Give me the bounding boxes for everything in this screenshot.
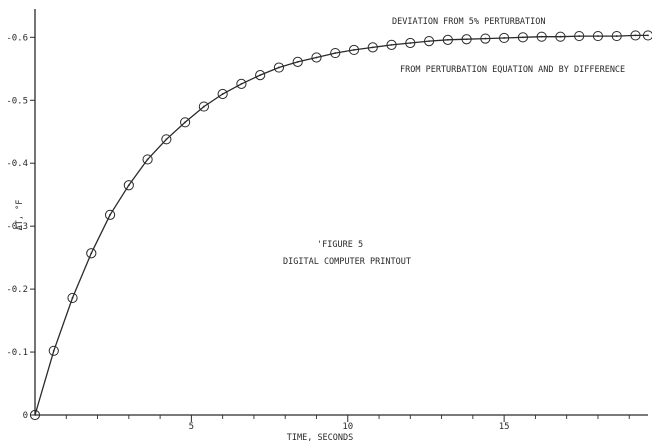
data-point (86, 248, 97, 259)
data-point-center (409, 42, 412, 44)
axes (34, 9, 648, 416)
data-point-center (71, 297, 74, 299)
y-tick-label: -0.6 (6, 33, 28, 43)
annotation-deviation: DEVIATION FROM 5% PERTURBATION (392, 17, 546, 27)
x-tick-label: 5 (189, 422, 194, 432)
data-point (104, 209, 116, 220)
data-point (517, 32, 528, 43)
data-point-center (34, 414, 36, 416)
data-point-center (353, 49, 355, 51)
data-point (611, 30, 622, 42)
x-axis-title: TIME, SECONDS (287, 433, 354, 443)
data-point (642, 30, 652, 41)
data-point-center (371, 46, 374, 49)
data-point-center (521, 36, 524, 39)
data-point-center (240, 83, 243, 85)
data-point-center (465, 38, 468, 41)
data-point-center (278, 66, 280, 69)
data-point-center (428, 40, 430, 43)
data-point (536, 31, 547, 42)
data-point (386, 39, 397, 50)
data-point-center (578, 35, 581, 37)
data-point-center (221, 93, 224, 95)
data-point-center (597, 35, 599, 37)
data-point-center (296, 60, 299, 63)
data-point-center (334, 52, 337, 54)
data-point-center (184, 121, 187, 124)
x-tick-label: 10 (342, 422, 353, 432)
data-point-center (109, 213, 111, 216)
data-point (330, 47, 341, 59)
annotation-perturbation: FROM PERTURBATION EQUATION AND BY DIFFER… (400, 65, 625, 75)
data-point (311, 52, 322, 63)
tick-labels: 5 10 15 0 -0.1 -0.2 -0.3 -0.4 -0.5 -0.6 (6, 33, 509, 432)
data-point-center (503, 37, 506, 39)
figure-label: 'FIGURE 5 (317, 240, 363, 250)
data-point (292, 56, 303, 67)
data-point (217, 88, 228, 100)
data-point (161, 134, 172, 145)
data-point (123, 180, 134, 191)
y-axis-title: ΔT, °F (15, 200, 25, 231)
data-point-center (202, 105, 205, 108)
data-point-center (127, 184, 130, 187)
data-point-center (634, 34, 637, 37)
markers (29, 30, 652, 421)
data-point-center (390, 43, 393, 46)
data-point (367, 42, 378, 53)
data-point (236, 78, 247, 90)
data-point-center (446, 38, 449, 41)
data-point-center (146, 158, 149, 161)
y-tick-label: -0.2 (6, 285, 28, 295)
data-point (555, 31, 566, 42)
y-tick-label: -0.3 (6, 222, 28, 232)
y-tick-label: 0 (23, 411, 28, 421)
series-line (34, 34, 648, 416)
figure-caption: DIGITAL COMPUTER PRINTOUT (283, 257, 411, 267)
data-point (48, 345, 59, 356)
data-point-center (52, 349, 55, 352)
data-point-center (315, 56, 318, 59)
data-point (348, 44, 360, 56)
y-tick-label: -0.4 (6, 159, 28, 169)
data-point-center (259, 74, 262, 76)
data-point (405, 37, 416, 49)
data-point (574, 30, 585, 42)
data-point (180, 117, 191, 128)
data-point-center (540, 35, 543, 38)
data-point-center (165, 138, 168, 141)
data-point (198, 101, 209, 112)
data-point-center (615, 35, 618, 37)
data-point-center (484, 37, 487, 40)
data-point (592, 30, 604, 42)
data-point (499, 32, 510, 44)
data-point (442, 34, 453, 45)
ticks (30, 36, 630, 422)
y-tick-label: -0.1 (6, 348, 28, 358)
data-point (67, 292, 78, 304)
data-point (29, 409, 41, 421)
data-point (423, 36, 435, 47)
series (34, 34, 648, 416)
y-tick-label: -0.5 (6, 96, 28, 106)
data-point (480, 33, 491, 44)
data-point (630, 30, 641, 41)
data-point (461, 34, 472, 45)
data-point-center (90, 252, 93, 255)
data-point-center (559, 35, 562, 38)
data-point (142, 154, 153, 165)
x-tick-label: 15 (499, 422, 510, 432)
data-point (255, 69, 266, 81)
data-point-center (647, 34, 649, 37)
data-point (273, 62, 285, 73)
